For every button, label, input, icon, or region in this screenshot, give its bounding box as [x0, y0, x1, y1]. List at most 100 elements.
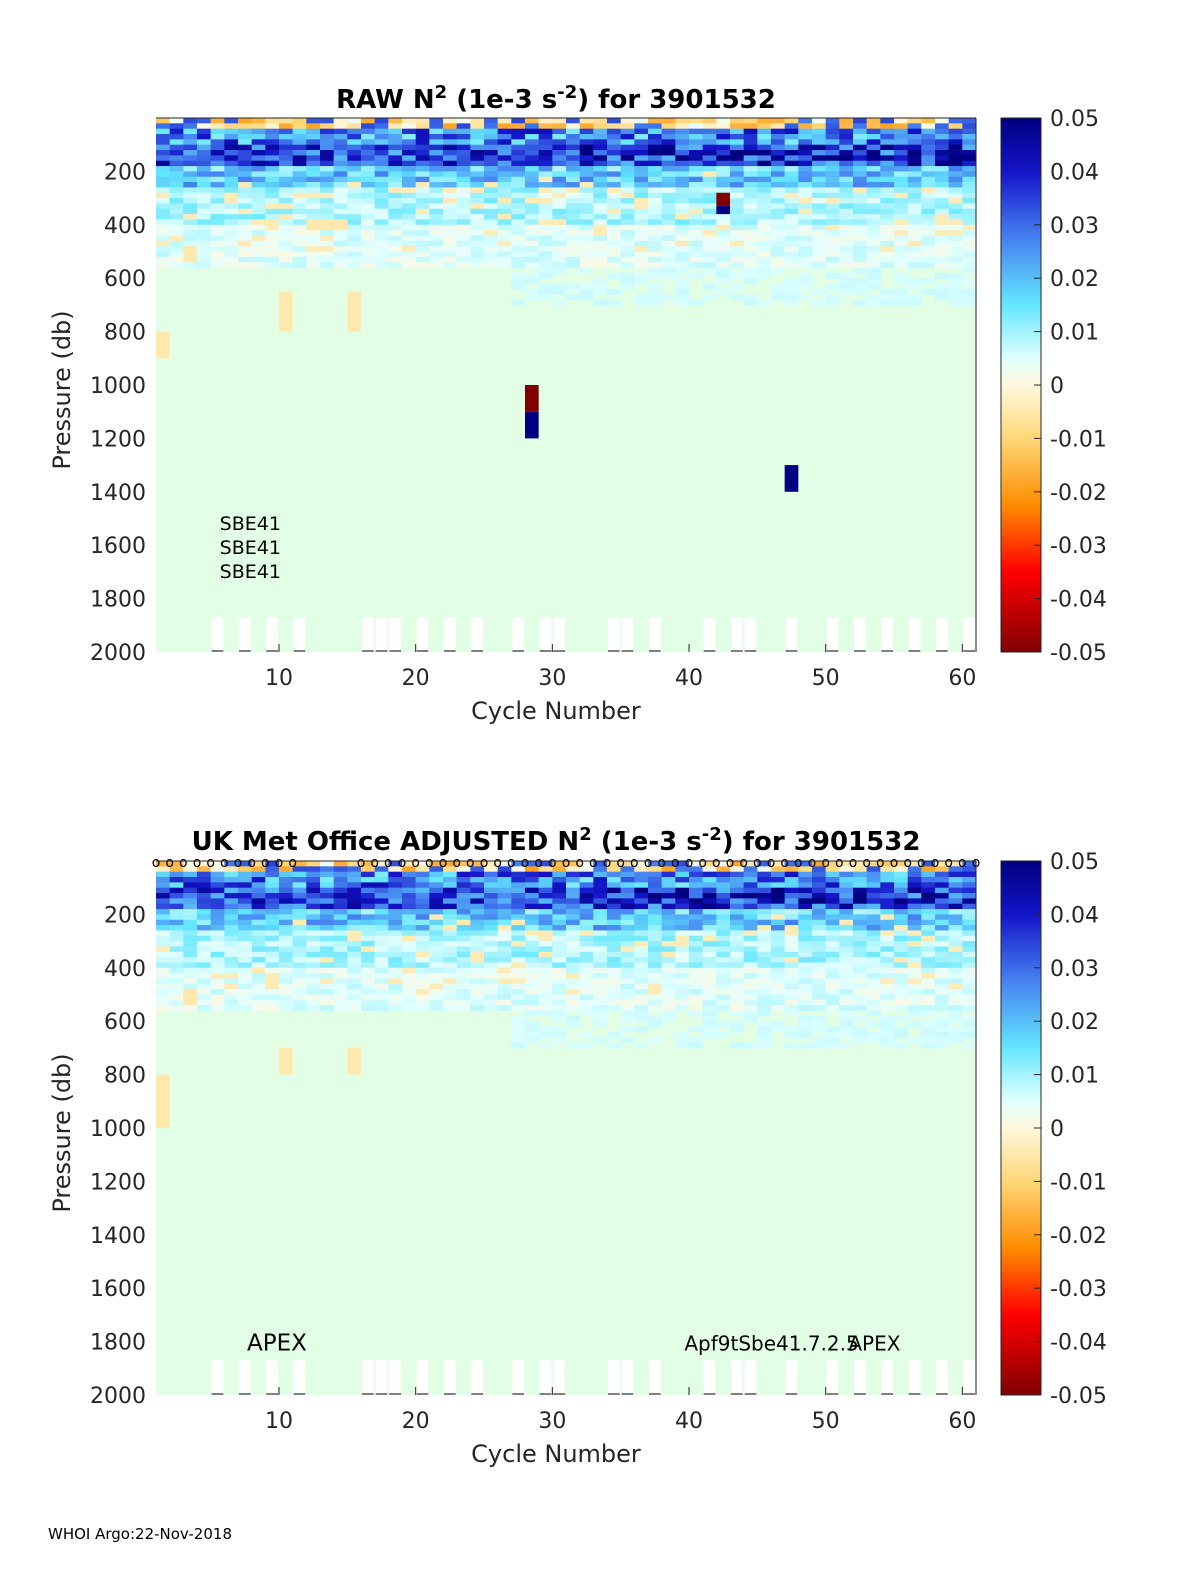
missing-profile-gap	[826, 617, 839, 652]
heatmap-cell	[429, 192, 444, 199]
heatmap-cell	[361, 139, 376, 146]
heatmap-cell	[921, 989, 936, 996]
heatmap-cell	[388, 877, 403, 883]
heatmap-cell	[784, 176, 799, 183]
heatmap-cell	[620, 898, 635, 905]
heatmap-cell	[894, 909, 909, 915]
heatmap-cell	[675, 224, 690, 231]
heatmap-cell	[251, 240, 266, 247]
heatmap-cell	[661, 187, 676, 194]
heatmap-cell	[224, 898, 239, 905]
y-tick-label: 800	[104, 321, 146, 346]
heatmap-cell	[593, 182, 608, 189]
heatmap-cell	[388, 251, 403, 258]
heatmap-cell	[661, 118, 676, 124]
heatmap-cell	[251, 887, 266, 894]
heatmap-cell	[497, 951, 512, 958]
heatmap-cell	[620, 155, 635, 162]
heatmap-cell	[579, 957, 594, 964]
heatmap-cell	[497, 898, 512, 905]
heatmap-cell	[962, 1021, 976, 1028]
heatmap-cell	[470, 967, 485, 974]
heatmap-cell	[238, 187, 253, 194]
heatmap-cell	[402, 946, 417, 953]
heatmap-cell	[607, 256, 622, 263]
heatmap-cell	[525, 171, 540, 178]
heatmap-cell	[470, 262, 485, 269]
heatmap-cell	[183, 983, 198, 990]
heatmap-cell	[907, 919, 922, 926]
missing-profile-gap	[293, 617, 306, 652]
heatmap-cell	[784, 235, 799, 242]
heatmap-cell	[757, 118, 772, 124]
heatmap-cell	[265, 1005, 280, 1012]
heatmap-cell	[320, 166, 335, 172]
heatmap-cell	[866, 262, 881, 269]
heatmap-cell	[730, 144, 745, 151]
heatmap-cell	[183, 262, 198, 269]
heatmap-cell	[292, 219, 307, 226]
heatmap-cell	[484, 973, 499, 980]
heatmap-cell	[224, 219, 239, 226]
heatmap-cell	[702, 176, 717, 183]
heatmap-cell	[798, 294, 813, 301]
heatmap-cell	[265, 203, 280, 210]
heatmap-cell	[716, 272, 731, 279]
heatmap-cell	[402, 978, 417, 985]
heatmap-cell	[962, 978, 976, 985]
heatmap-cell	[593, 999, 608, 1006]
heatmap-cell	[661, 160, 676, 167]
heatmap-cell	[962, 299, 976, 306]
heatmap-cell	[552, 155, 567, 162]
heatmap-cell	[443, 262, 458, 269]
heatmap-cell	[511, 962, 526, 969]
heatmap-cell	[443, 877, 458, 883]
heatmap-cell	[716, 160, 731, 167]
heatmap-cell	[292, 150, 307, 156]
heatmap-cell	[279, 150, 294, 156]
heatmap-cell	[702, 256, 717, 263]
heatmap-cell	[661, 235, 676, 242]
heatmap-cell	[169, 957, 184, 964]
heatmap-cell	[812, 139, 827, 146]
heatmap-cell	[634, 272, 649, 279]
heatmap-cell	[511, 256, 526, 263]
heatmap-cell	[634, 935, 649, 942]
heatmap-cell	[497, 128, 512, 135]
heatmap-cell	[443, 123, 458, 130]
heatmap-cell	[497, 150, 512, 156]
heatmap-cell	[907, 967, 922, 974]
heatmap-cell	[675, 903, 690, 910]
heatmap-cell	[907, 134, 922, 140]
heatmap-cell	[306, 123, 321, 130]
missing-profile-gap	[512, 1360, 524, 1395]
heatmap-cell	[224, 925, 239, 932]
heatmap-cell	[224, 139, 239, 146]
heatmap-cell	[935, 935, 950, 942]
heatmap-cell	[197, 989, 212, 996]
heatmap-cell	[456, 176, 471, 183]
heatmap-cell	[935, 1021, 950, 1028]
heatmap-cell	[784, 160, 799, 167]
heatmap-cell	[880, 139, 895, 146]
heatmap-cell	[347, 160, 362, 167]
heatmap-cell	[552, 134, 567, 140]
heatmap-cell	[675, 262, 690, 269]
heatmap-cell	[907, 299, 922, 306]
heatmap-cell	[361, 994, 376, 1001]
heatmap-cell	[525, 176, 540, 183]
heatmap-cell	[388, 224, 403, 231]
heatmap-cell	[210, 203, 225, 210]
heatmap-cell	[347, 219, 362, 226]
heatmap-cell	[402, 935, 417, 942]
heatmap-cell	[224, 957, 239, 964]
heatmap-cell	[894, 871, 909, 878]
heatmap-cell	[292, 171, 307, 178]
heatmap-cell	[443, 989, 458, 996]
heatmap-cell	[866, 251, 881, 258]
heatmap-cell	[347, 957, 362, 964]
qc-marker: o	[630, 855, 639, 871]
heatmap-cell	[566, 214, 581, 221]
heatmap-cell	[429, 893, 444, 899]
heatmap-cell	[866, 155, 881, 162]
